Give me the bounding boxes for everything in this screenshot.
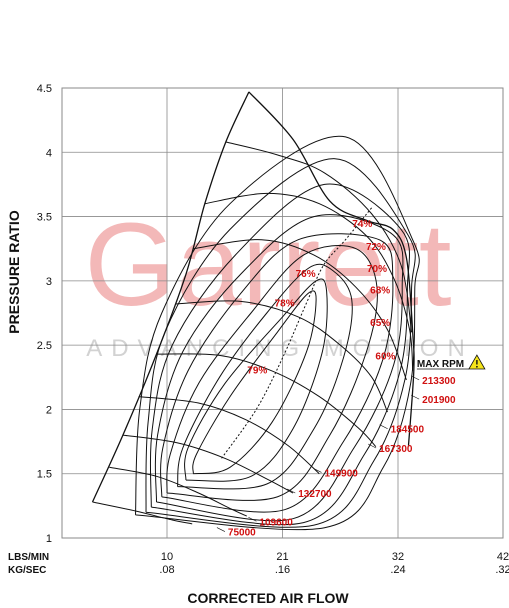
efficiency-label-6: 68% [370, 286, 390, 297]
speed-line-6 [193, 239, 407, 381]
efficiency-label-4: 72% [366, 242, 386, 253]
plot-border [61, 87, 504, 539]
efficiency-label-1: 78% [275, 299, 295, 310]
max-rpm-label: MAX RPM [417, 359, 464, 370]
y-tick-label-0: 1 [46, 533, 52, 545]
y-tick-label-1: 1.5 [37, 469, 52, 481]
speed-line-8 [225, 141, 413, 333]
speed-label-5: 184500 [391, 425, 425, 436]
y-tick-label-6: 4 [46, 147, 52, 159]
watermark-tagline: ADVANCING MOTION [86, 335, 474, 362]
speed-label-6: 201900 [422, 395, 456, 406]
y-tick-label-2: 2 [46, 404, 52, 416]
efficiency-island-2 [177, 263, 353, 490]
efficiency-island-1 [184, 278, 328, 482]
x-unit-primary: LBS/MIN [8, 552, 49, 563]
efficiency-islands [135, 135, 420, 531]
efficiency-label-5: 70% [367, 264, 387, 275]
x-tick-label-kg-2: .24 [390, 564, 405, 576]
speed-line-0 [92, 501, 193, 525]
efficiency-island-4 [160, 233, 394, 513]
efficiency-island-3 [166, 245, 378, 501]
x-tick-labels: 10.08 21.16 32.24 42.32 [159, 551, 509, 576]
speed-line-4 [156, 353, 377, 448]
warning-icon-dot [476, 365, 478, 368]
speed-label-leader-7 [411, 375, 420, 381]
speed-label-0: 75000 [228, 528, 256, 539]
chart-annotations: MAX RPM [416, 354, 486, 370]
efficiency-label-7: 65% [370, 318, 390, 329]
efficiency-island-6 [149, 183, 411, 526]
speed-line-5 [175, 300, 388, 413]
x-unit-secondary: KG/SEC [8, 565, 46, 576]
x-axis-title: CORRECTED AIR FLOW [187, 590, 349, 606]
efficiency-label-8: 60% [375, 351, 395, 362]
map-boundaries [91, 91, 415, 503]
speed-label-3: 149900 [325, 468, 359, 479]
speed-label-leader-3 [313, 468, 322, 473]
efficiency-label-2: 76% [296, 269, 316, 280]
x-tick-label-kg-3: .32 [495, 564, 509, 576]
efficiency-island-5 [154, 214, 404, 522]
surge-line [91, 91, 250, 503]
y-tick-label-3: 2.5 [37, 340, 52, 352]
speed-label-leader-2 [287, 488, 296, 494]
x-tick-label-kg-0: .08 [159, 564, 174, 576]
y-axis-title: PRESSURE RATIO [6, 210, 22, 334]
efficiency-island-8 [135, 135, 420, 531]
peak-efficiency-dashed-line [221, 205, 374, 459]
x-tick-label-lbs-0: 10 [161, 551, 173, 563]
chart-frame [61, 87, 504, 539]
x-tick-label-lbs-2: 32 [392, 551, 404, 563]
choke-line [248, 91, 415, 446]
speed-label-leader-0 [216, 527, 226, 532]
speed-label-1: 109600 [259, 517, 293, 528]
speed-label-leader-1 [248, 517, 257, 522]
efficiency-label-3: 74% [352, 219, 372, 230]
speed-lines [92, 141, 414, 525]
speed-label-7: 213300 [422, 376, 456, 387]
speed-line-7 [204, 192, 414, 371]
x-tick-label-lbs-3: 42 [497, 551, 509, 563]
speed-label-leader-6 [411, 394, 420, 400]
x-tick-label-kg-1: .16 [275, 564, 290, 576]
speed-label-leader-5 [379, 424, 388, 429]
peak-efficiency-line [221, 205, 374, 459]
x-tick-label-lbs-1: 21 [276, 551, 288, 563]
y-tick-label-4: 3 [46, 276, 52, 288]
y-tick-labels: 1 1.5 2 2.5 3 3.5 4 4.5 [37, 83, 52, 545]
y-tick-label-5: 3.5 [37, 212, 52, 224]
speed-line-3 [138, 396, 320, 475]
speed-line-1 [109, 466, 247, 517]
efficiency-island-0 [192, 290, 317, 475]
y-tick-label-7: 4.5 [37, 83, 52, 95]
speed-label-leader-4 [367, 443, 377, 449]
efficiency-label-0: 79% [247, 365, 267, 376]
speed-line-2 [122, 434, 294, 494]
speed-label-2: 132700 [298, 489, 332, 500]
speed-label-4: 167300 [379, 444, 413, 455]
